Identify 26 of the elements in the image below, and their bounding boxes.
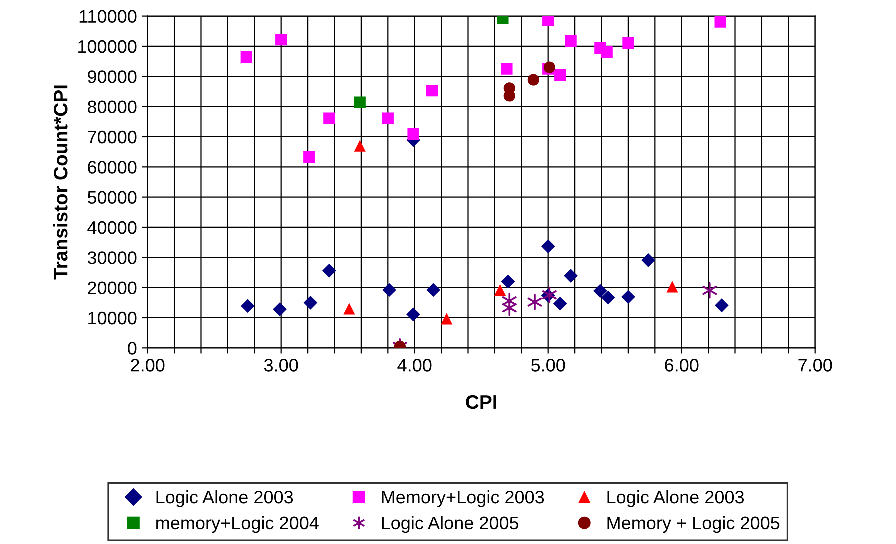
y-tick-label: 30000: [88, 252, 137, 264]
x-tick-label: 7.00: [798, 359, 832, 372]
legend-label: Memory+Logic 2003: [382, 490, 544, 508]
legend-label: Logic Alone 2005: [382, 516, 519, 534]
x-tick-label: 2.00: [131, 359, 165, 372]
y-tick-label: 20000: [88, 282, 137, 295]
y-tick-label: 40000: [88, 221, 137, 234]
y-axis-title: Transistor Count*CPI: [54, 86, 68, 280]
x-axis-title: CPI: [466, 395, 497, 410]
y-tick-label: 110000: [80, 10, 137, 24]
legend-label: Logic Alone 2003: [156, 490, 294, 508]
y-tick-label: 70000: [88, 130, 137, 144]
y-tick-label: 100000: [78, 40, 137, 54]
y-tick-label: 10000: [88, 312, 137, 325]
legend-label: memory+Logic 2004: [156, 516, 319, 534]
y-tick-label: 90000: [88, 70, 137, 84]
x-tick-label: 3.00: [264, 359, 298, 372]
x-tick-label: 4.00: [398, 359, 432, 372]
legend-label: Logic Alone 2003: [608, 490, 744, 508]
x-tick-label: 5.00: [532, 359, 566, 372]
y-tick-label: 60000: [88, 161, 137, 174]
y-tick-label: 0: [128, 342, 137, 355]
y-tick-label: 50000: [88, 191, 137, 204]
y-tick-label: 80000: [88, 100, 137, 114]
x-tick-label: 6.00: [665, 359, 699, 372]
legend-label: Memory + Logic 2005: [608, 516, 780, 534]
